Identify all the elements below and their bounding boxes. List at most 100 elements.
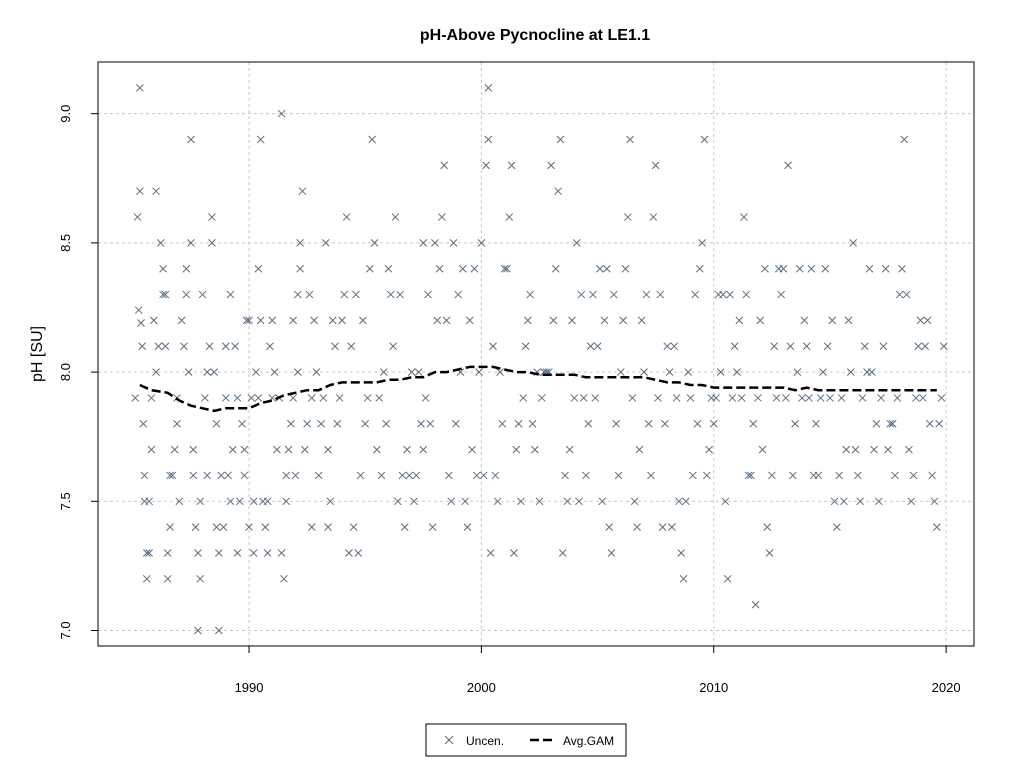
- data-point: [433, 316, 442, 325]
- data-point: [851, 445, 860, 454]
- data-point: [214, 549, 223, 557]
- data-point: [201, 394, 209, 402]
- data-point: [226, 497, 235, 506]
- data-point: [607, 549, 616, 557]
- data-point: [175, 497, 184, 506]
- data-point: [461, 497, 469, 506]
- data-point: [921, 342, 930, 351]
- data-point: [240, 471, 249, 480]
- data-point: [145, 549, 153, 557]
- data-point: [177, 316, 186, 325]
- y-tick-label: 8.0: [58, 363, 73, 381]
- data-point: [756, 316, 765, 325]
- data-point: [763, 523, 772, 531]
- y-tick-label: 8.5: [58, 234, 73, 252]
- data-point: [145, 497, 153, 506]
- data-point: [737, 394, 746, 402]
- data-point: [791, 419, 799, 428]
- data-point: [589, 290, 597, 299]
- data-point: [156, 239, 165, 247]
- data-point: [596, 264, 604, 273]
- data-point: [454, 290, 463, 299]
- data-point: [208, 213, 216, 221]
- data-point: [623, 213, 632, 221]
- data-point: [139, 419, 148, 428]
- data-point: [447, 497, 456, 506]
- data-point: [561, 471, 569, 480]
- data-point: [554, 187, 562, 196]
- x-tick-label: 1990: [235, 680, 264, 695]
- data-point: [442, 316, 451, 325]
- data-point: [194, 549, 202, 557]
- data-point: [742, 290, 751, 299]
- data-point: [670, 342, 679, 351]
- data-point: [747, 471, 755, 480]
- data-point: [705, 445, 713, 454]
- data-point: [370, 239, 379, 247]
- data-point: [726, 290, 734, 299]
- data-point: [194, 626, 202, 635]
- data-point: [221, 342, 230, 351]
- data-point: [932, 523, 941, 531]
- data-point: [403, 445, 411, 454]
- data-point: [510, 549, 518, 557]
- data-point: [163, 549, 172, 557]
- data-point: [765, 549, 774, 557]
- data-point: [647, 471, 655, 480]
- data-point: [537, 394, 546, 402]
- data-point: [382, 419, 390, 428]
- data-point: [563, 497, 572, 506]
- data-point: [593, 342, 602, 351]
- data-point: [363, 394, 372, 402]
- data-point: [187, 239, 195, 247]
- data-point: [154, 342, 163, 351]
- data-point: [723, 574, 732, 583]
- data-point: [203, 471, 212, 480]
- data-point: [317, 419, 325, 428]
- data-point: [503, 264, 511, 273]
- data-point: [208, 239, 216, 247]
- data-point: [630, 497, 639, 506]
- data-point: [519, 394, 528, 402]
- data-point: [925, 419, 934, 428]
- data-point: [133, 213, 142, 221]
- data-point: [802, 342, 811, 351]
- data-point: [372, 445, 381, 454]
- data-point: [180, 342, 188, 351]
- data-point: [700, 135, 709, 144]
- data-point: [835, 471, 844, 480]
- data-point: [912, 394, 920, 402]
- data-point: [419, 445, 428, 454]
- data-point: [663, 342, 672, 351]
- data-point: [568, 316, 576, 325]
- data-point: [828, 316, 837, 325]
- data-point: [730, 342, 739, 351]
- data-point: [247, 394, 256, 402]
- data-point: [477, 239, 486, 247]
- data-point: [549, 316, 558, 325]
- data-point: [505, 213, 514, 221]
- data-point: [400, 523, 409, 531]
- data-point: [702, 471, 711, 480]
- data-point: [558, 549, 567, 557]
- data-point: [463, 523, 472, 531]
- data-point: [870, 445, 878, 454]
- data-point: [254, 264, 263, 273]
- data-point: [184, 368, 193, 376]
- data-point: [877, 394, 885, 402]
- data-point: [138, 342, 147, 351]
- data-point: [598, 497, 607, 506]
- data-point: [842, 445, 851, 454]
- data-point: [349, 523, 358, 531]
- data-point: [445, 471, 453, 480]
- data-point: [886, 419, 895, 428]
- data-point: [916, 316, 925, 325]
- data-point: [721, 497, 730, 506]
- data-point: [235, 497, 244, 506]
- x-axis: 1990 2000 2010 2020: [235, 646, 961, 695]
- data-point: [161, 342, 170, 351]
- data-point: [228, 445, 237, 454]
- data-point: [795, 264, 804, 273]
- data-point: [884, 445, 892, 454]
- data-point: [695, 264, 704, 273]
